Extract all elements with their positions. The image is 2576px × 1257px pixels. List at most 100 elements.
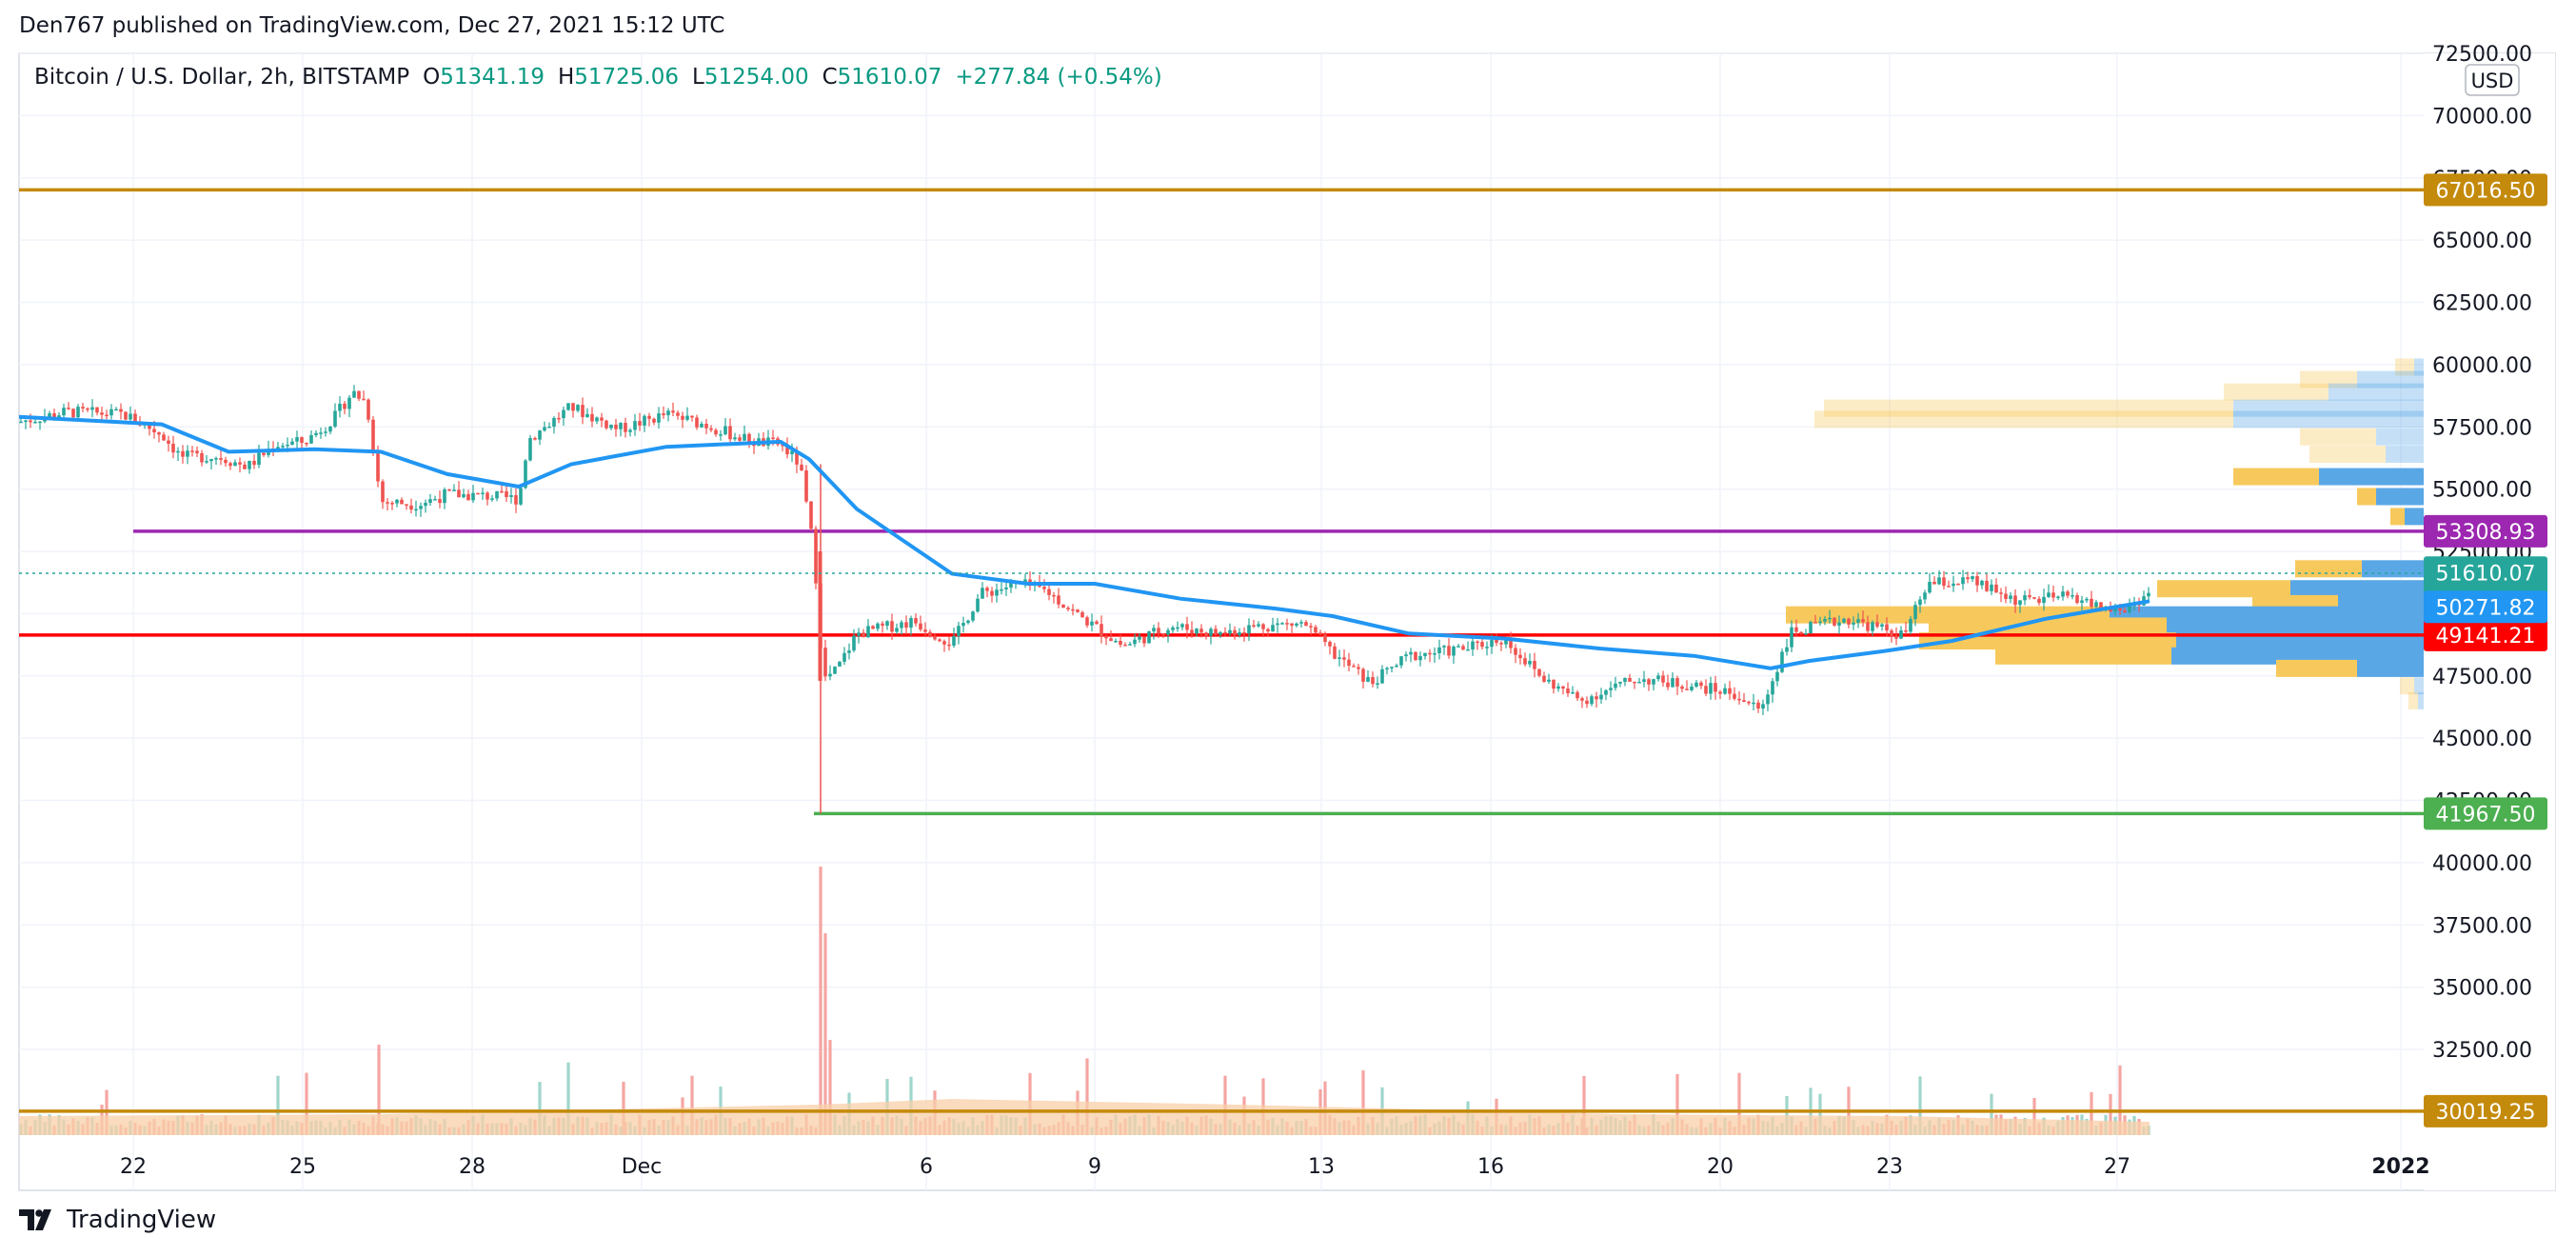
candle-body <box>604 420 608 429</box>
candle-body <box>1233 629 1237 635</box>
volume-bar <box>2032 1098 2036 1135</box>
candle-body <box>67 408 70 409</box>
candle-body <box>543 427 546 431</box>
candle-body <box>481 492 485 494</box>
candle-body <box>1309 626 1313 628</box>
candle-body <box>1771 681 1774 695</box>
candle-body <box>919 623 922 630</box>
candle-body <box>295 437 299 442</box>
candle-body <box>1942 577 1946 587</box>
candle-body <box>624 423 627 432</box>
candle-body <box>1913 605 1917 620</box>
candle-body <box>1157 628 1160 634</box>
candle-body <box>1499 643 1503 645</box>
candle-body <box>581 405 585 417</box>
candle-body <box>1395 665 1398 668</box>
candle-body <box>747 433 751 445</box>
candle-body <box>1290 623 1294 626</box>
candle-body <box>1476 641 1479 644</box>
candle-body <box>2118 607 2122 611</box>
candle-body <box>1433 653 1437 655</box>
candle-body <box>862 632 865 638</box>
time-tick-label: 16 <box>1477 1155 1504 1179</box>
volume-profile-row <box>2309 446 2386 464</box>
candle-body <box>1966 577 1970 580</box>
candle-body <box>300 437 304 443</box>
candle-body <box>1061 604 1065 609</box>
candle-body <box>243 464 247 469</box>
candle-body <box>2009 595 2012 599</box>
candle-body <box>976 598 980 612</box>
volume-bar <box>1737 1072 1741 1135</box>
symbol-title[interactable]: Bitcoin / U.S. Dollar, 2h, BITSTAMP <box>34 65 410 90</box>
time-tick-label: Dec <box>622 1155 663 1179</box>
volume-bar <box>1582 1076 1586 1135</box>
time-tick-label: 6 <box>920 1155 933 1179</box>
volume-bar <box>377 1045 381 1135</box>
currency-box[interactable]: USD <box>2465 64 2520 96</box>
candle-body <box>938 639 941 642</box>
candle-body <box>167 440 170 444</box>
candle-body <box>129 413 132 420</box>
volume-profile-row <box>2418 691 2424 709</box>
candle-body <box>1138 636 1141 640</box>
candle-body <box>1495 639 1498 644</box>
candle-body <box>966 620 970 624</box>
candle-body <box>76 407 80 418</box>
candle-body <box>885 621 889 627</box>
candle-body <box>2051 592 2055 598</box>
candle-body <box>119 409 123 412</box>
candle-body <box>505 490 508 497</box>
candle-body <box>1537 668 1541 676</box>
candle-body <box>419 506 423 509</box>
candle-body <box>809 501 813 529</box>
candle-body <box>981 588 984 599</box>
candle-body <box>1599 694 1603 700</box>
candle-body <box>1409 651 1413 655</box>
candle-body <box>433 499 437 501</box>
candle-body <box>485 492 489 500</box>
time-axis[interactable]: 22 25 28 Dec 6 9 13 16 20 23 27 2022 <box>120 1155 2430 1179</box>
candle-body <box>1766 694 1770 705</box>
candle-body <box>438 499 442 504</box>
candle-body <box>638 421 642 426</box>
candle-body <box>1514 648 1517 655</box>
candle-body <box>1971 576 1974 580</box>
candle-body <box>947 644 951 647</box>
candle-body <box>309 434 313 444</box>
candle-body <box>1794 627 1798 632</box>
ma-value-tag <box>2424 590 2547 624</box>
candle-body <box>1561 686 1565 689</box>
candle-body <box>666 410 670 416</box>
moving-average-line <box>18 414 2150 670</box>
candle-body <box>1323 634 1327 642</box>
candle-body <box>395 499 399 504</box>
horizontal-levels[interactable] <box>19 188 2424 1113</box>
candle-body <box>1100 624 1103 636</box>
candle-body <box>690 415 694 418</box>
candle-body <box>48 413 51 418</box>
candle-body <box>890 621 894 632</box>
candle-body <box>733 437 737 440</box>
candle-body <box>1390 667 1394 668</box>
candle-body <box>685 415 689 420</box>
candle-body <box>1718 691 1722 694</box>
tradingview-logo[interactable]: TradingView <box>19 1206 216 1234</box>
candle-body <box>1904 629 1908 632</box>
candle-body <box>1799 631 1803 634</box>
candle-body <box>547 427 551 429</box>
candle-body <box>352 390 356 398</box>
candle-body <box>1809 622 1813 634</box>
candle-body <box>933 635 937 640</box>
candle-body <box>181 450 185 457</box>
grid-lines <box>19 52 2424 1190</box>
candle-body <box>1647 679 1651 685</box>
candle-body <box>1223 631 1227 634</box>
candle-body <box>1414 651 1417 661</box>
candle-body <box>1533 661 1536 669</box>
price-tick-label: 65000.00 <box>2432 229 2532 253</box>
candle-body <box>1428 652 1432 655</box>
candle-body <box>704 424 708 429</box>
candle-body <box>719 434 723 436</box>
